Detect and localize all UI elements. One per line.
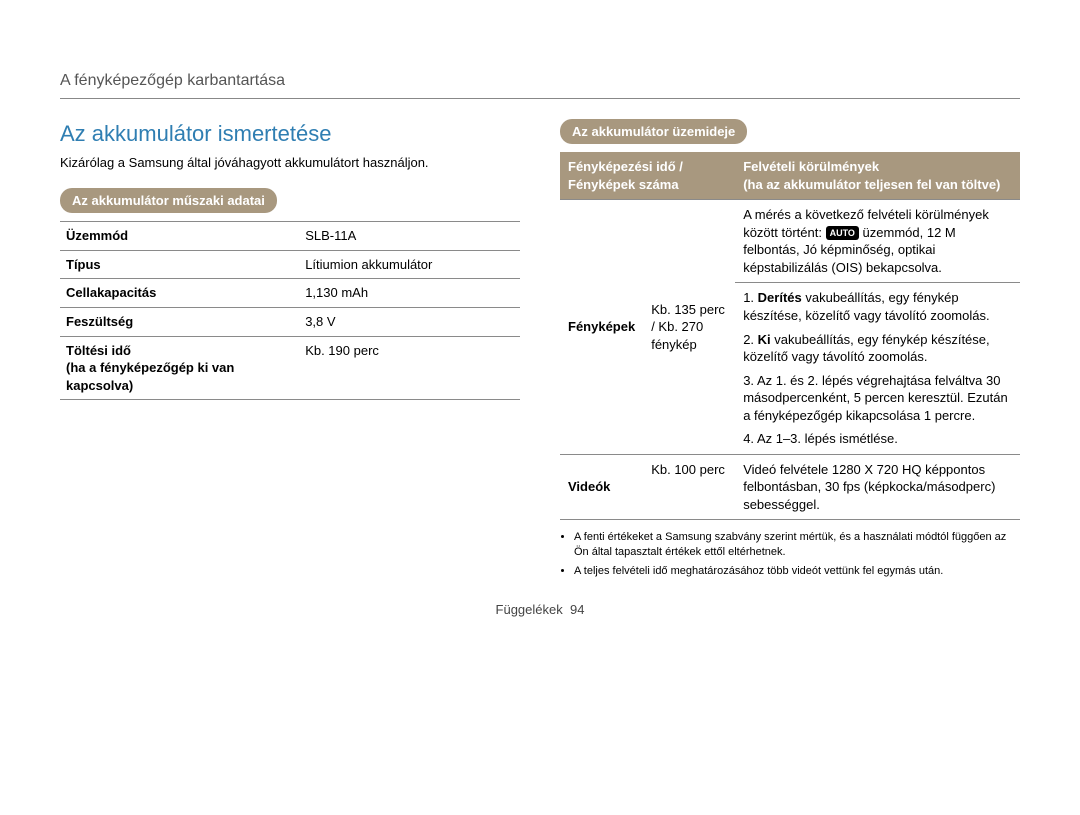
step-1a: 1. xyxy=(743,290,757,305)
notes-list: A fenti értékeket a Samsung szabvány sze… xyxy=(560,530,1020,579)
row-label-videos: Videók xyxy=(560,454,643,520)
spec-value: Lítiumion akkumulátor xyxy=(299,250,520,279)
spec-pill: Az akkumulátor műszaki adatai xyxy=(60,188,277,214)
right-column: Az akkumulátor üzemideje Fényképezési id… xyxy=(560,119,1020,583)
step-1b: Derítés xyxy=(758,290,802,305)
row-time-videos: Kb. 100 perc xyxy=(643,454,735,520)
table-row: Fényképek Kb. 135 perc / Kb. 270 fénykép… xyxy=(560,200,1020,283)
cond-videos: Videó felvétele 1280 X 720 HQ képpontos … xyxy=(735,454,1020,520)
spec-value: SLB-11A xyxy=(299,222,520,251)
step-2c: vakubeállítás, egy fénykép készítése, kö… xyxy=(743,332,989,365)
step-4: 4. Az 1–3. lépés ismétlése. xyxy=(743,430,1012,448)
row-time-photos: Kb. 135 perc / Kb. 270 fénykép xyxy=(643,200,735,455)
spec-value: 3,8 V xyxy=(299,308,520,337)
spec-value: 1,130 mAh xyxy=(299,279,520,308)
life-table: Fényképezési idő / Fényképek száma Felvé… xyxy=(560,152,1020,520)
step-2a: 2. xyxy=(743,332,757,347)
table-row: Üzemmód SLB-11A xyxy=(60,222,520,251)
table-row: Töltési idő (ha a fényképezőgép ki van k… xyxy=(60,336,520,400)
row-label-photos: Fényképek xyxy=(560,200,643,455)
footer-label: Függelékek xyxy=(496,602,563,617)
spec-value: Kb. 190 perc xyxy=(299,336,520,400)
step-3: 3. Az 1. és 2. lépés végrehajtása felvál… xyxy=(743,372,1012,425)
note-item: A teljes felvételi idő meghatározásához … xyxy=(574,564,1020,579)
spec-label: Típus xyxy=(60,250,299,279)
footer-page: 94 xyxy=(570,602,584,617)
step-2b: Ki xyxy=(758,332,771,347)
table-row: Cellakapacitás 1,130 mAh xyxy=(60,279,520,308)
spec-label: Töltési idő (ha a fényképezőgép ki van k… xyxy=(60,336,299,400)
spec-label: Üzemmód xyxy=(60,222,299,251)
cond-intro: A mérés a következő felvételi körülménye… xyxy=(735,200,1020,283)
life-th-right: Felvételi körülmények (ha az akkumulátor… xyxy=(735,152,1020,200)
spec-table: Üzemmód SLB-11A Típus Lítiumion akkumulá… xyxy=(60,221,520,400)
note-item: A fenti értékeket a Samsung szabvány sze… xyxy=(574,530,1020,560)
left-column: Az akkumulátor ismertetése Kizárólag a S… xyxy=(60,119,520,583)
table-row: Típus Lítiumion akkumulátor xyxy=(60,250,520,279)
page-section-title: A fényképezőgép karbantartása xyxy=(60,70,1020,99)
life-th-left: Fényképezési idő / Fényképek száma xyxy=(560,152,735,200)
intro-text: Kizárólag a Samsung által jóváhagyott ak… xyxy=(60,154,520,172)
table-row: Feszültség 3,8 V xyxy=(60,308,520,337)
spec-label: Cellakapacitás xyxy=(60,279,299,308)
spec-label: Feszültség xyxy=(60,308,299,337)
life-pill: Az akkumulátor üzemideje xyxy=(560,119,747,145)
main-heading: Az akkumulátor ismertetése xyxy=(60,119,520,149)
auto-badge: AUTO xyxy=(826,226,859,240)
page-footer: Függelékek 94 xyxy=(60,601,1020,619)
cond-steps: 1. Derítés vakubeállítás, egy fénykép ké… xyxy=(735,283,1020,454)
table-row: Videók Kb. 100 perc Videó felvétele 1280… xyxy=(560,454,1020,520)
